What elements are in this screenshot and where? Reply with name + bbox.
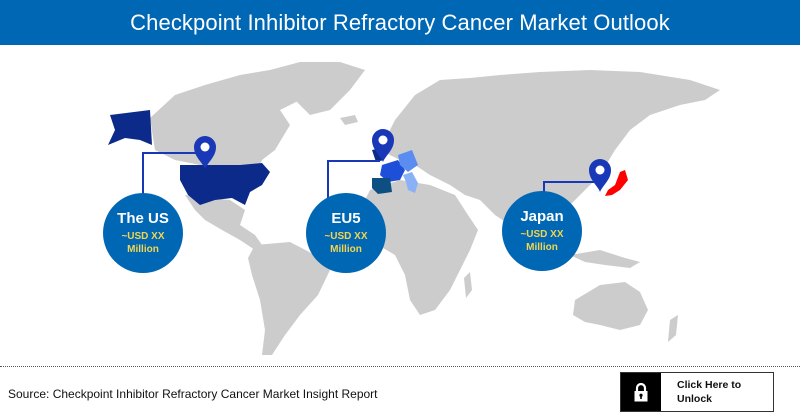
world-map — [108, 62, 720, 355]
south-america-landmass — [248, 242, 330, 355]
africa-landmass — [360, 180, 478, 315]
southeast-asia-islands — [570, 250, 640, 268]
us-pin-icon — [194, 136, 216, 169]
page-header: Checkpoint Inhibitor Refractory Cancer M… — [0, 0, 800, 45]
iceland-landmass — [340, 115, 358, 125]
japan-pin-icon — [589, 159, 611, 192]
region-value: ~USD XX — [520, 229, 564, 240]
connector-lines — [142, 152, 600, 205]
italy-region — [403, 172, 418, 193]
lock-icon-box — [621, 373, 661, 411]
japan-region — [605, 170, 628, 196]
region-value-unit: Million — [330, 244, 362, 255]
us-region — [180, 163, 270, 205]
region-value-unit: Million — [127, 244, 159, 255]
region-bubble-eu5: EU5 ~USD XX Million — [306, 193, 386, 273]
madagascar-landmass — [464, 272, 472, 298]
region-name: Japan — [520, 208, 564, 225]
region-value: ~USD XX — [324, 231, 368, 242]
region-value-unit: Million — [526, 242, 558, 253]
france-region — [380, 160, 405, 182]
region-bubble-japan: Japan ~USD XX Million — [502, 191, 582, 271]
region-value: ~USD XX — [121, 231, 165, 242]
source-text: Source: Checkpoint Inhibitor Refractory … — [8, 387, 378, 401]
footer-divider — [0, 366, 800, 367]
japan-connector — [543, 181, 600, 195]
page-title: Checkpoint Inhibitor Refractory Cancer M… — [130, 9, 670, 35]
eurasia-landmass — [380, 70, 720, 225]
australia-landmass — [573, 282, 648, 330]
new-zealand-landmass — [668, 315, 678, 342]
land-masses — [150, 62, 720, 355]
germany-region — [398, 150, 418, 172]
us-connector — [142, 152, 205, 205]
eu-connector — [327, 160, 380, 200]
lock-icon — [634, 382, 648, 402]
spain-region — [372, 178, 392, 194]
north-america-landmass — [150, 70, 320, 185]
region-name: EU5 — [331, 210, 361, 227]
alaska-region — [108, 110, 152, 145]
unlock-label-line2: Unlock — [677, 393, 713, 405]
region-name: The US — [117, 210, 169, 227]
eu-pin-icon — [372, 129, 394, 162]
region-bubble-us: The US ~USD XX Million — [103, 193, 183, 273]
unlock-button[interactable]: Click Here to Unlock — [620, 372, 774, 412]
unlock-label-line1: Click Here to — [677, 379, 742, 391]
central-america-landmass — [185, 195, 262, 250]
greenland-landmass — [270, 62, 365, 115]
